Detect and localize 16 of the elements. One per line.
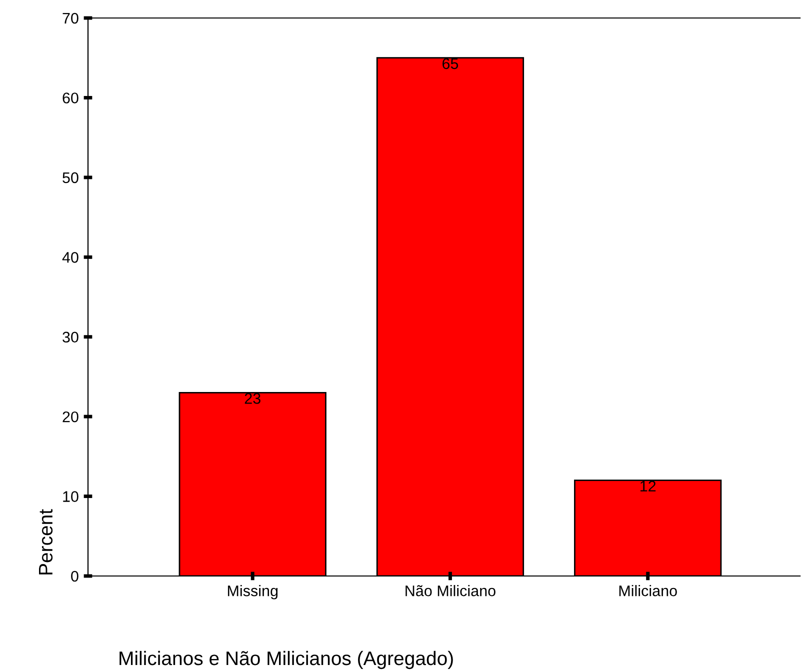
y-tick-label: 40 — [62, 252, 78, 263]
x-tick-label: Missing — [228, 585, 278, 600]
x-tick-label: Miliciano — [619, 585, 677, 596]
data-label: 12 — [640, 480, 656, 492]
y-tick-label: 10 — [63, 491, 78, 502]
data-label: 23 — [244, 393, 260, 404]
y-tick-label: 70 — [62, 12, 78, 24]
y-tick-label: 20 — [62, 411, 78, 422]
y-tick-label: 0 — [71, 570, 78, 582]
data-label: 65 — [442, 58, 458, 70]
x-axis-title: Milicianos e Não Milicianos (Agregado) — [120, 650, 453, 670]
y-tick-label: 60 — [62, 92, 78, 104]
y-tick-label: 30 — [62, 332, 78, 343]
x-tick-label: Não Miliciano — [406, 585, 496, 596]
y-tick-label: 50 — [62, 172, 78, 184]
y-axis-title: Percent — [39, 509, 53, 574]
